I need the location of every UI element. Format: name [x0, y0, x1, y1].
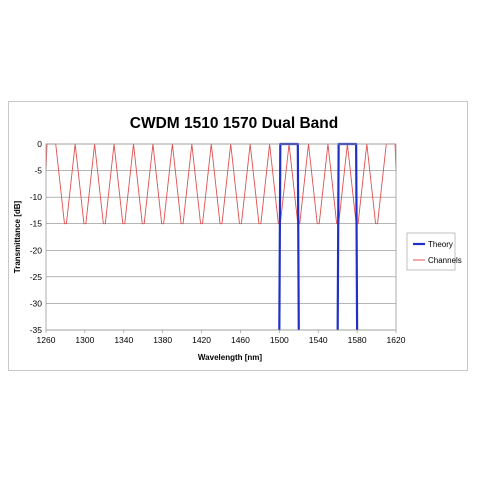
y-tick-label: -5: [34, 166, 42, 176]
series-line-channels: [45, 143, 397, 225]
plot-border: [45, 143, 397, 331]
y-tick-label: 0: [37, 139, 42, 149]
chart-frame: CWDM 1510 1570 Dual Band 0 -5 -10 -15 -20 -25…: [8, 101, 468, 371]
x-tick-label: 1340: [114, 335, 133, 345]
x-tick-label: 1540: [309, 335, 328, 345]
y-tick-label: -15: [30, 219, 43, 229]
x-tick-label: 1380: [153, 335, 172, 345]
y-tick-label: -10: [30, 192, 43, 202]
x-tick-label: 1460: [231, 335, 250, 345]
grid-layer: [46, 143, 396, 331]
x-tick-label: 1620: [387, 335, 406, 345]
x-tick-label: 1420: [192, 335, 211, 345]
x-tick-label: 1500: [270, 335, 289, 345]
y-tick-label: -25: [30, 272, 43, 282]
legend-label-theory: Theory: [428, 240, 453, 249]
x-axis-title: Wavelength [nm]: [198, 353, 262, 362]
legend-label-channels: Channels: [428, 256, 462, 265]
y-tick-label: -20: [30, 245, 43, 255]
chart-title: CWDM 1510 1570 Dual Band: [130, 115, 338, 132]
series-line-theory: [278, 142, 359, 331]
y-axis-title: Transmittance [dB]: [13, 200, 22, 273]
y-tick-label: -30: [30, 298, 43, 308]
legend-box: [406, 232, 456, 271]
chart-svg: CWDM 1510 1570 Dual Band 0 -5 -10 -15 -20 -25…: [13, 115, 462, 362]
legend: Theory Channels: [406, 232, 462, 271]
x-tick-label: 1300: [75, 335, 94, 345]
x-tick-label: 1580: [348, 335, 367, 345]
series-layer: [45, 142, 397, 331]
y-tick-label: -35: [30, 325, 43, 335]
x-tick-label: 1260: [37, 335, 56, 345]
